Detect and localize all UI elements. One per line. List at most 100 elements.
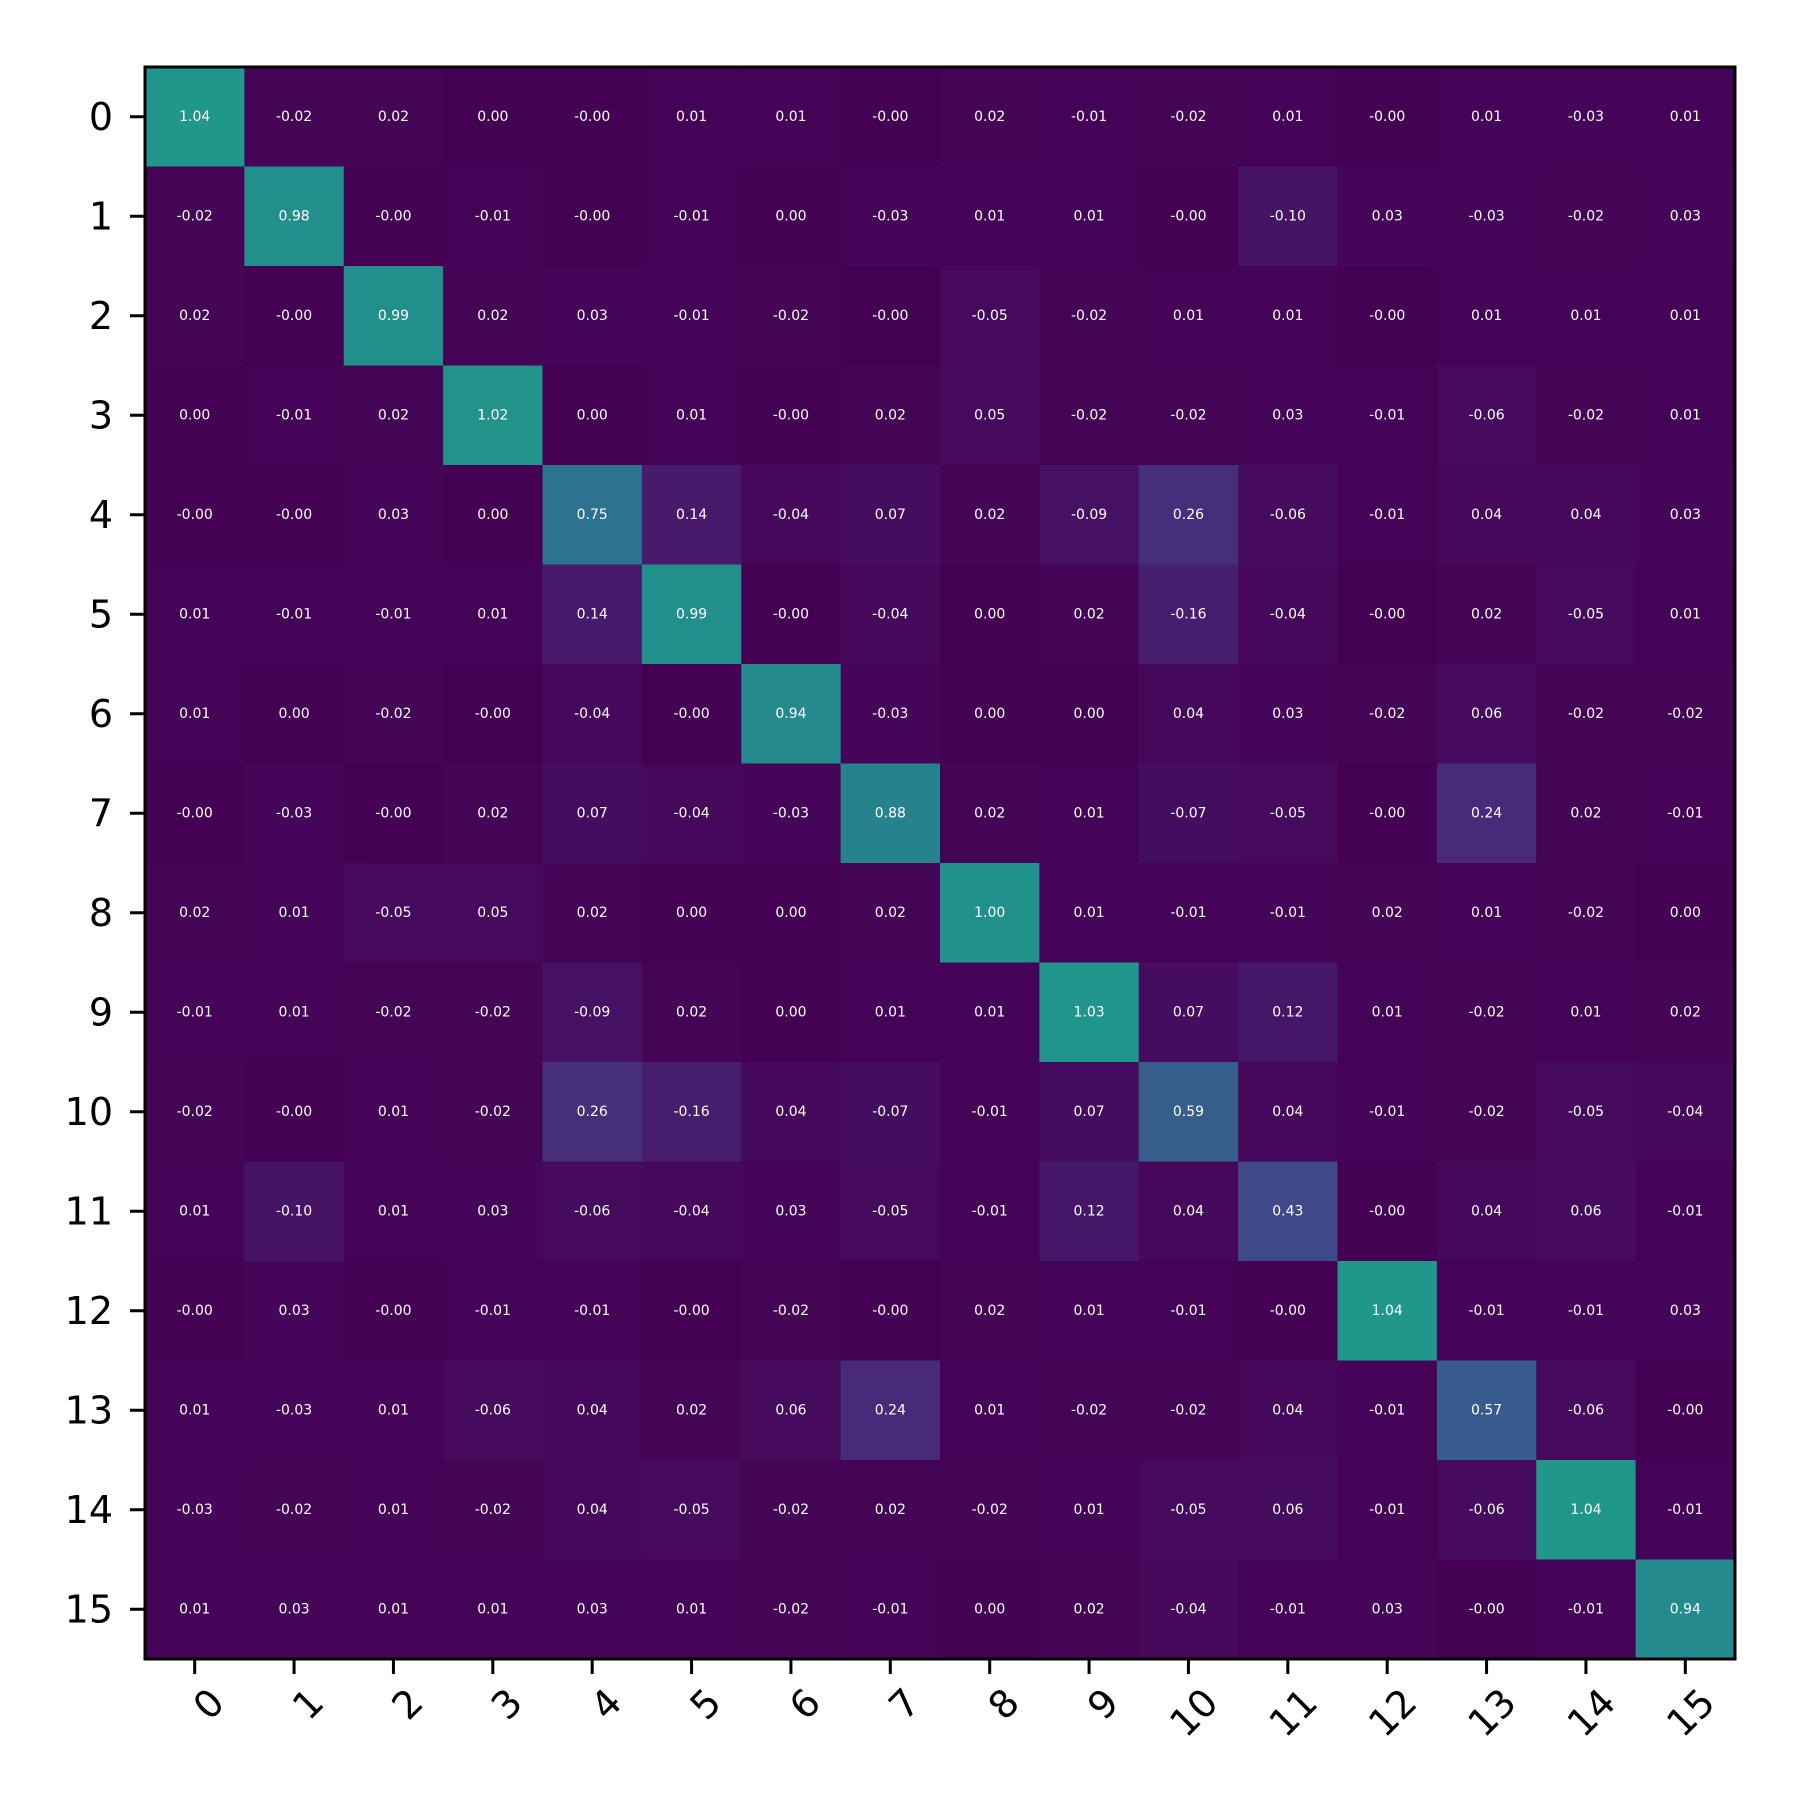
heatmap-cell [443,365,544,466]
heatmap-cell [1238,465,1339,566]
cell-value-label: -0.05 [972,308,1008,324]
heatmap-cell [1436,763,1537,864]
heatmap-cell [1536,863,1637,964]
cell-value-label: 0.03 [1670,507,1701,523]
cell-value-label: 0.12 [1272,1004,1303,1020]
heatmap-cell [741,1261,842,1362]
heatmap-cell [741,1360,842,1461]
cell-value-label: -0.06 [475,1402,511,1418]
heatmap-cell [542,365,643,466]
heatmap-cell [1337,365,1438,466]
cell-value-label: -0.04 [773,507,809,523]
cell-value-label: 1.02 [477,407,508,423]
cell-value-label: 0.03 [477,1203,508,1219]
cell-value-label: 0.04 [1173,1203,1204,1219]
x-tick-label: 4 [582,1680,630,1728]
heatmap-cell [1238,67,1339,168]
cell-value-label: -0.03 [276,805,312,821]
heatmap-cell [1536,1261,1637,1362]
cell-value-label: -0.00 [177,805,213,821]
cell-value-label: -0.01 [475,1303,511,1319]
heatmap-cell [1238,564,1339,665]
heatmap-cell [1238,266,1339,367]
heatmap-cell [343,166,444,267]
cell-value-label: -0.00 [1667,1402,1703,1418]
heatmap-cell [1436,664,1537,765]
y-tick-label: 11 [65,1189,113,1233]
cell-value-label: -0.01 [1170,905,1206,921]
heatmap-cell [1436,166,1537,267]
cell-value-label: -0.05 [375,905,411,921]
cell-value-label: -0.00 [1369,109,1405,125]
heatmap-cell [1138,1161,1239,1262]
cell-value-label: 0.94 [1670,1601,1701,1617]
cell-value-label: -0.00 [1270,1303,1306,1319]
heatmap-cell [741,664,842,765]
heatmap-cell [1337,166,1438,267]
heatmap-cell [641,1261,742,1362]
cell-value-label: 0.02 [974,507,1005,523]
cell-value-label: 0.00 [1073,706,1104,722]
cell-value-label: -0.01 [375,606,411,622]
heatmap-cell [1536,266,1637,367]
heatmap-cell [741,962,842,1063]
cell-value-label: 0.05 [974,407,1005,423]
cell-value-label: 1.04 [179,109,210,125]
heatmap-cell [145,1062,245,1163]
heatmap-cell [940,962,1040,1063]
cell-value-label: 0.03 [278,1601,309,1617]
heatmap-cell [343,1161,444,1262]
cell-value-label: 0.57 [1471,1402,1502,1418]
heatmap-cell [443,1559,544,1660]
heatmap-cell [1337,1161,1438,1262]
heatmap-cell [840,67,941,168]
y-tick-label: 13 [65,1388,113,1432]
heatmap-cell [940,166,1040,267]
heatmap-cell [145,67,245,168]
cell-value-label: 0.01 [676,1601,707,1617]
cell-value-label: -0.00 [177,1303,213,1319]
heatmap-cell [840,266,941,367]
cell-value-label: 0.02 [577,905,608,921]
heatmap-cell [940,564,1040,665]
heatmap-cell [244,664,345,765]
heatmap-cell [1536,1360,1637,1461]
heatmap-cell [940,1559,1040,1660]
cell-value-label: 0.06 [1471,706,1502,722]
heatmap-cell [1238,763,1339,864]
cell-value-label: 0.00 [676,905,707,921]
cell-value-label: -0.07 [872,1104,908,1120]
cell-value-label: -0.01 [673,208,709,224]
cell-value-label: 0.24 [875,1402,906,1418]
heatmap-cell [940,67,1040,168]
heatmap-cell [1138,763,1239,864]
heatmap-cell [641,67,742,168]
y-tick-label: 0 [89,95,113,139]
heatmap-cell [343,1460,444,1561]
heatmap-cell [443,564,544,665]
cell-value-label: 0.01 [179,606,210,622]
cell-value-label: 0.04 [1272,1402,1303,1418]
cell-value-label: 0.75 [577,507,608,523]
heatmap-cell [343,863,444,964]
x-tick-label: 7 [880,1680,928,1728]
heatmap-cell [840,763,941,864]
heatmap-cell [1337,67,1438,168]
heatmap-cell [1436,465,1537,566]
cell-value-label: -0.00 [375,208,411,224]
cell-value-label: -0.00 [872,109,908,125]
cell-value-label: -0.01 [276,606,312,622]
cell-value-label: -0.04 [574,706,610,722]
heatmap-cell [840,962,941,1063]
heatmap-cell [1138,266,1239,367]
heatmap-cell [1238,1261,1339,1362]
cell-value-label: 1.03 [1073,1004,1104,1020]
heatmap-cell [641,166,742,267]
cell-value-label: -0.07 [1170,805,1206,821]
cell-value-label: -0.00 [1369,1203,1405,1219]
heatmap-cell [1337,1062,1438,1163]
cell-value-label: -0.01 [872,1601,908,1617]
cell-value-label: -0.04 [1667,1104,1703,1120]
cell-value-label: -0.01 [475,208,511,224]
cell-value-label: 0.01 [378,1601,409,1617]
